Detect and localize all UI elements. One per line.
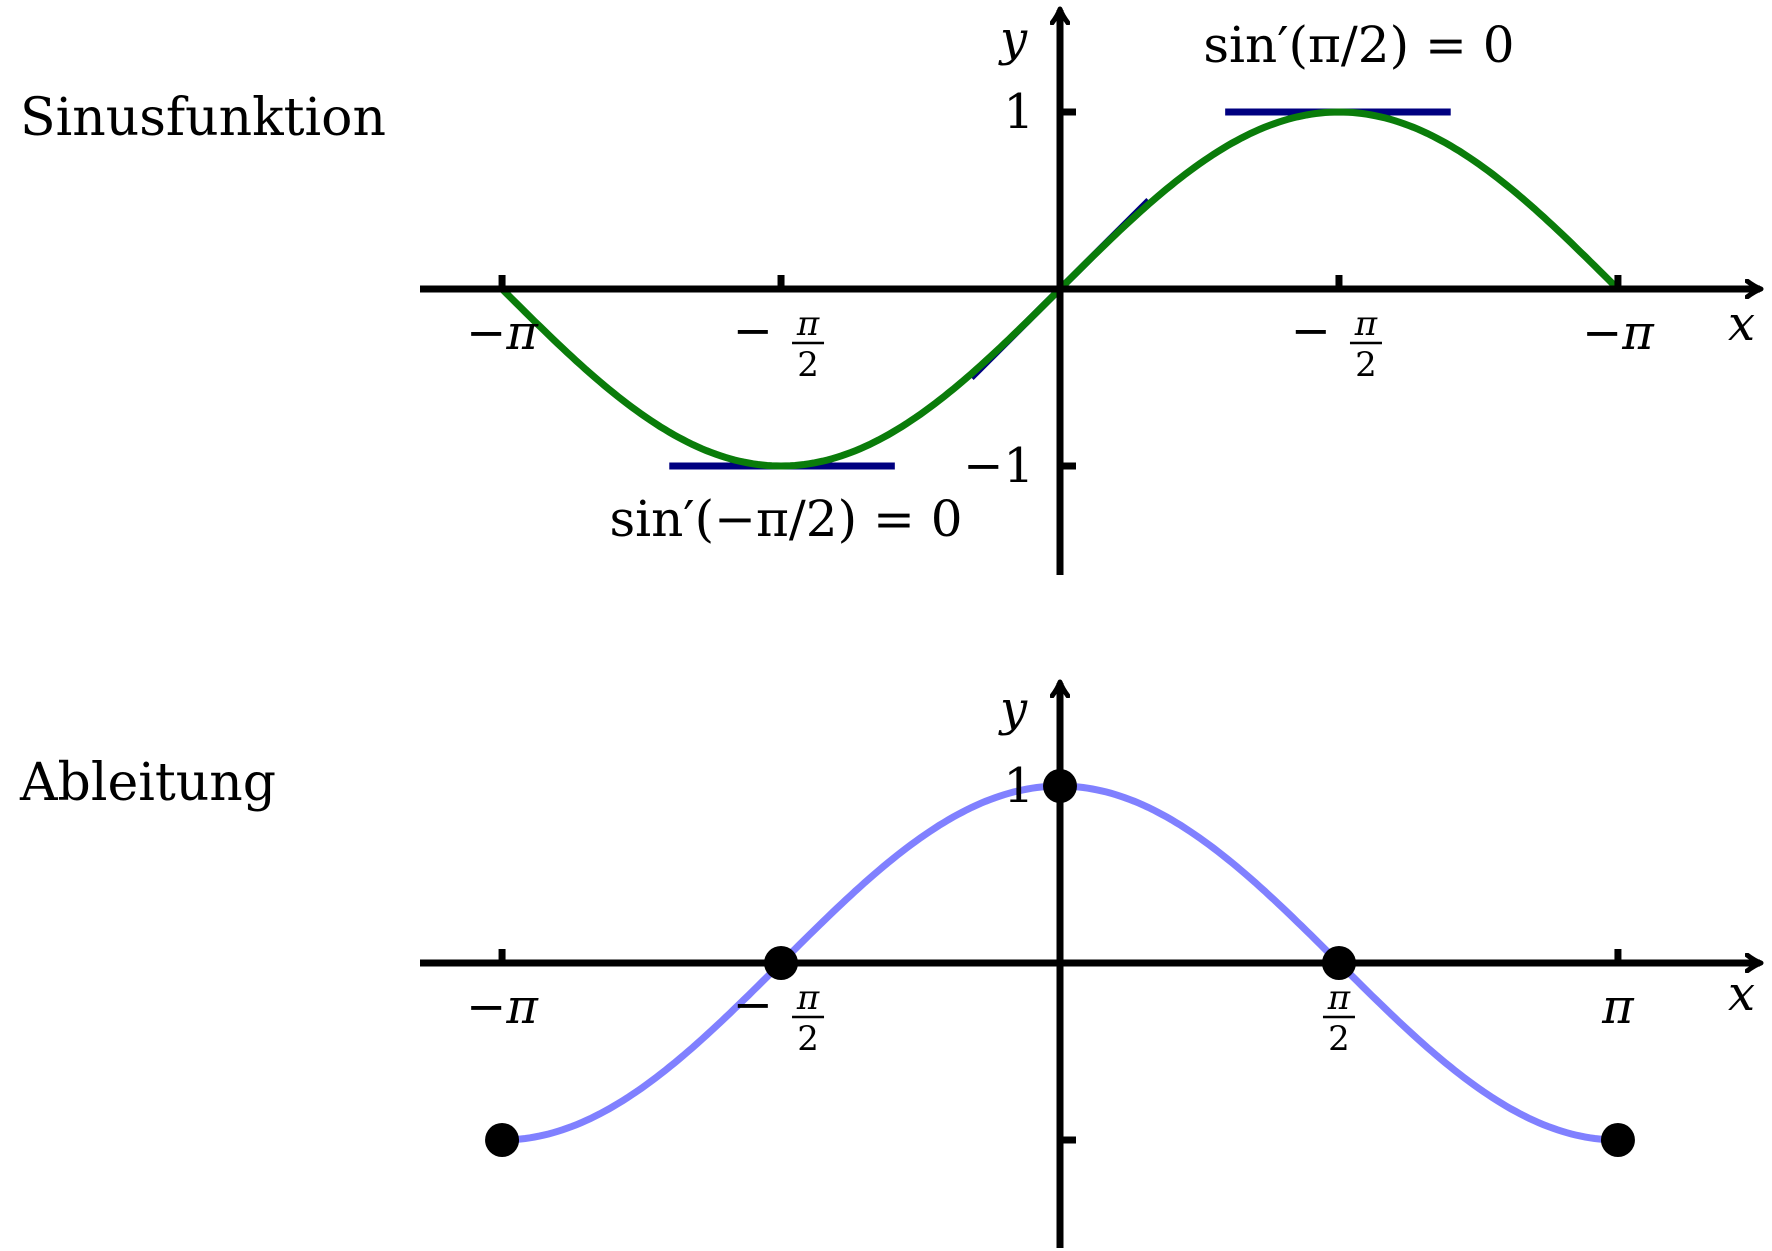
x-tick-frac-denominator: 2 — [797, 345, 819, 385]
sine-axes — [420, 10, 1760, 575]
derivative-y-axis-label: y — [998, 681, 1028, 737]
x-tick-frac-numerator: π — [796, 978, 820, 1018]
x-tick-frac-numerator: π — [1327, 978, 1351, 1018]
y-tick-label: 1 — [1003, 758, 1034, 814]
x-tick-frac-denominator: 2 — [1328, 1019, 1350, 1059]
data-point — [1600, 1123, 1635, 1157]
sine-y-axis-label: y — [998, 11, 1028, 67]
x-tick-frac-denominator: 2 — [1355, 345, 1377, 385]
sine-panel-title: Sinusfunktion — [20, 88, 386, 148]
x-tick-label: −π — [466, 979, 539, 1035]
x-tick-label: −π — [466, 305, 539, 361]
x-tick-sign: − — [733, 977, 773, 1033]
derivative-x-axis-label: x — [1728, 966, 1755, 1022]
derivative-annotation: sin′(−π/2) = 0 — [609, 490, 962, 548]
x-tick-label: −π — [1582, 305, 1655, 361]
derivative-axes — [420, 683, 1760, 1248]
x-tick-frac-numerator: π — [1354, 304, 1378, 344]
x-tick-sign: − — [1291, 303, 1331, 359]
x-tick-sign: − — [733, 303, 773, 359]
sine-ticks: −π − π2− π2−π1−1 — [466, 84, 1655, 494]
derivative-annotation: sin′(π/2) = 0 — [1203, 16, 1514, 74]
y-tick-label: −1 — [963, 438, 1034, 494]
sine-x-axis-label: x — [1728, 296, 1755, 352]
x-tick-label: π — [1601, 979, 1635, 1035]
x-tick-frac-numerator: π — [796, 304, 820, 344]
x-tick-frac-denominator: 2 — [797, 1019, 819, 1059]
sine-annotations: sin′(π/2) = 0 sin′(−π/2) = 0 — [609, 16, 1514, 548]
y-tick-label: 1 — [1003, 84, 1034, 140]
data-point — [485, 1123, 520, 1157]
derivative-panel-title: Ableitung — [19, 753, 276, 813]
sine-panel: Sinusfunktion −π − π2− π2−π1−1 sin′(π/2) = … — [20, 10, 1760, 575]
